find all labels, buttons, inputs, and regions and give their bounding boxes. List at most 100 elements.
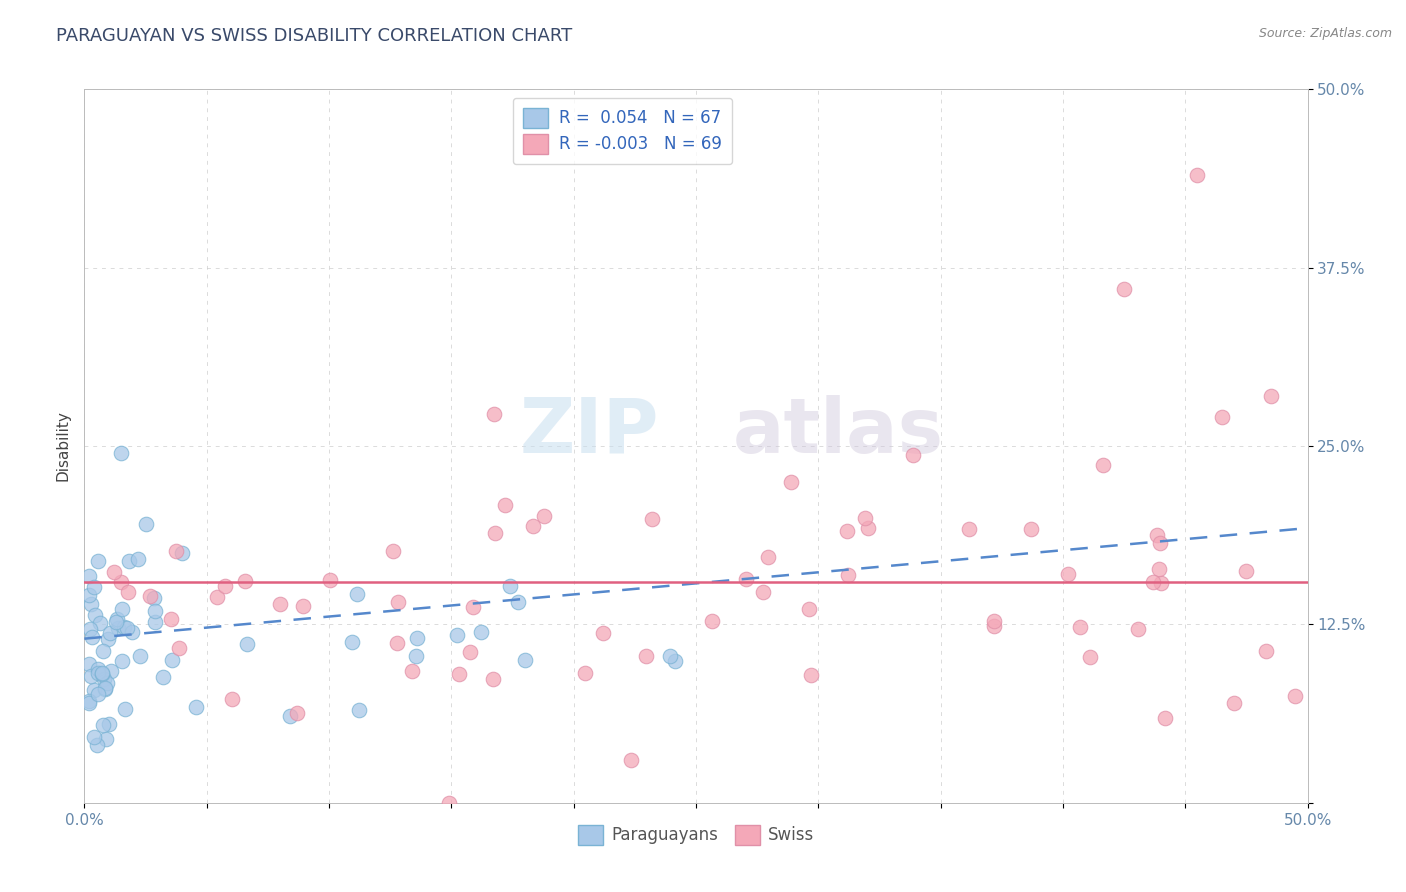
Point (93, 673, 115, 687)
Point (1223, 696, 1246, 710)
Point (837, 568, 859, 582)
Point (494, 498, 516, 512)
Point (143, 604, 166, 618)
Point (291, 599, 314, 613)
Point (118, 554, 141, 568)
Point (83, 580, 105, 594)
Point (159, 612, 181, 626)
Point (121, 624, 143, 639)
Point (98, 716, 121, 731)
Point (1092, 458, 1115, 472)
Point (620, 753, 643, 767)
Point (983, 614, 1005, 628)
Text: PARAGUAYAN VS SWISS DISABILITY CORRELATION CHART: PARAGUAYAN VS SWISS DISABILITY CORRELATI… (56, 27, 572, 45)
Text: ZIP: ZIP (520, 395, 659, 468)
Point (484, 526, 506, 541)
Point (1057, 567, 1080, 582)
Legend: Paraguayans, Swiss: Paraguayans, Swiss (571, 818, 821, 852)
Point (117, 584, 139, 599)
Point (700, 614, 723, 628)
Point (97, 632, 120, 647)
Point (1254, 644, 1277, 658)
Point (117, 621, 139, 635)
Point (983, 619, 1005, 633)
Point (1234, 565, 1257, 579)
Point (346, 587, 368, 601)
Point (387, 595, 409, 609)
Point (856, 521, 879, 535)
Point (482, 673, 505, 687)
Point (853, 511, 876, 525)
Point (94, 681, 117, 695)
Point (100, 664, 122, 678)
Point (1126, 622, 1149, 636)
Point (233, 574, 256, 588)
Point (80, 597, 103, 611)
Point (342, 635, 364, 649)
Point (104, 615, 127, 629)
Point (446, 628, 468, 642)
Point (112, 620, 135, 634)
Point (87, 687, 110, 701)
Point (103, 565, 125, 579)
Point (127, 552, 149, 566)
Point (91, 665, 114, 680)
Point (165, 544, 187, 558)
Point (167, 640, 190, 655)
Point (837, 524, 859, 539)
Point (110, 446, 132, 460)
Point (470, 625, 492, 640)
Point (1149, 575, 1171, 590)
Point (139, 589, 162, 603)
Point (658, 649, 681, 664)
Text: Source: ZipAtlas.com: Source: ZipAtlas.com (1258, 27, 1392, 40)
Point (80, 630, 103, 644)
Point (515, 653, 537, 667)
Point (94, 731, 117, 746)
Point (574, 665, 596, 680)
Point (437, 796, 460, 810)
Point (77, 569, 100, 583)
Point (111, 654, 134, 668)
Point (269, 598, 291, 612)
Point (87, 662, 110, 676)
Point (91, 718, 114, 732)
Point (1147, 562, 1170, 576)
Point (236, 637, 259, 651)
Point (636, 648, 658, 663)
Point (735, 572, 758, 586)
Point (1187, 168, 1209, 182)
Point (752, 585, 775, 599)
Point (1211, 410, 1233, 425)
Point (779, 475, 801, 490)
Point (458, 645, 481, 659)
Point (1114, 282, 1136, 296)
Point (80, 669, 103, 683)
Point (901, 448, 924, 462)
Point (143, 615, 166, 629)
Point (93, 644, 115, 658)
Point (96, 675, 118, 690)
Point (522, 519, 544, 533)
Point (114, 702, 136, 716)
Point (77, 657, 100, 672)
Point (87, 666, 110, 681)
Point (482, 407, 505, 421)
Point (278, 709, 301, 723)
Point (1149, 536, 1171, 550)
Point (79, 622, 101, 636)
Point (152, 670, 174, 684)
Point (77, 694, 100, 708)
Point (463, 599, 485, 614)
Point (84, 608, 107, 623)
Point (221, 692, 243, 706)
Point (797, 602, 820, 616)
Point (98, 625, 121, 640)
Point (1146, 528, 1168, 542)
Point (162, 653, 184, 667)
Point (1142, 575, 1164, 590)
Point (91, 666, 114, 681)
Point (87, 554, 110, 568)
Point (107, 621, 129, 635)
Point (93, 682, 115, 697)
